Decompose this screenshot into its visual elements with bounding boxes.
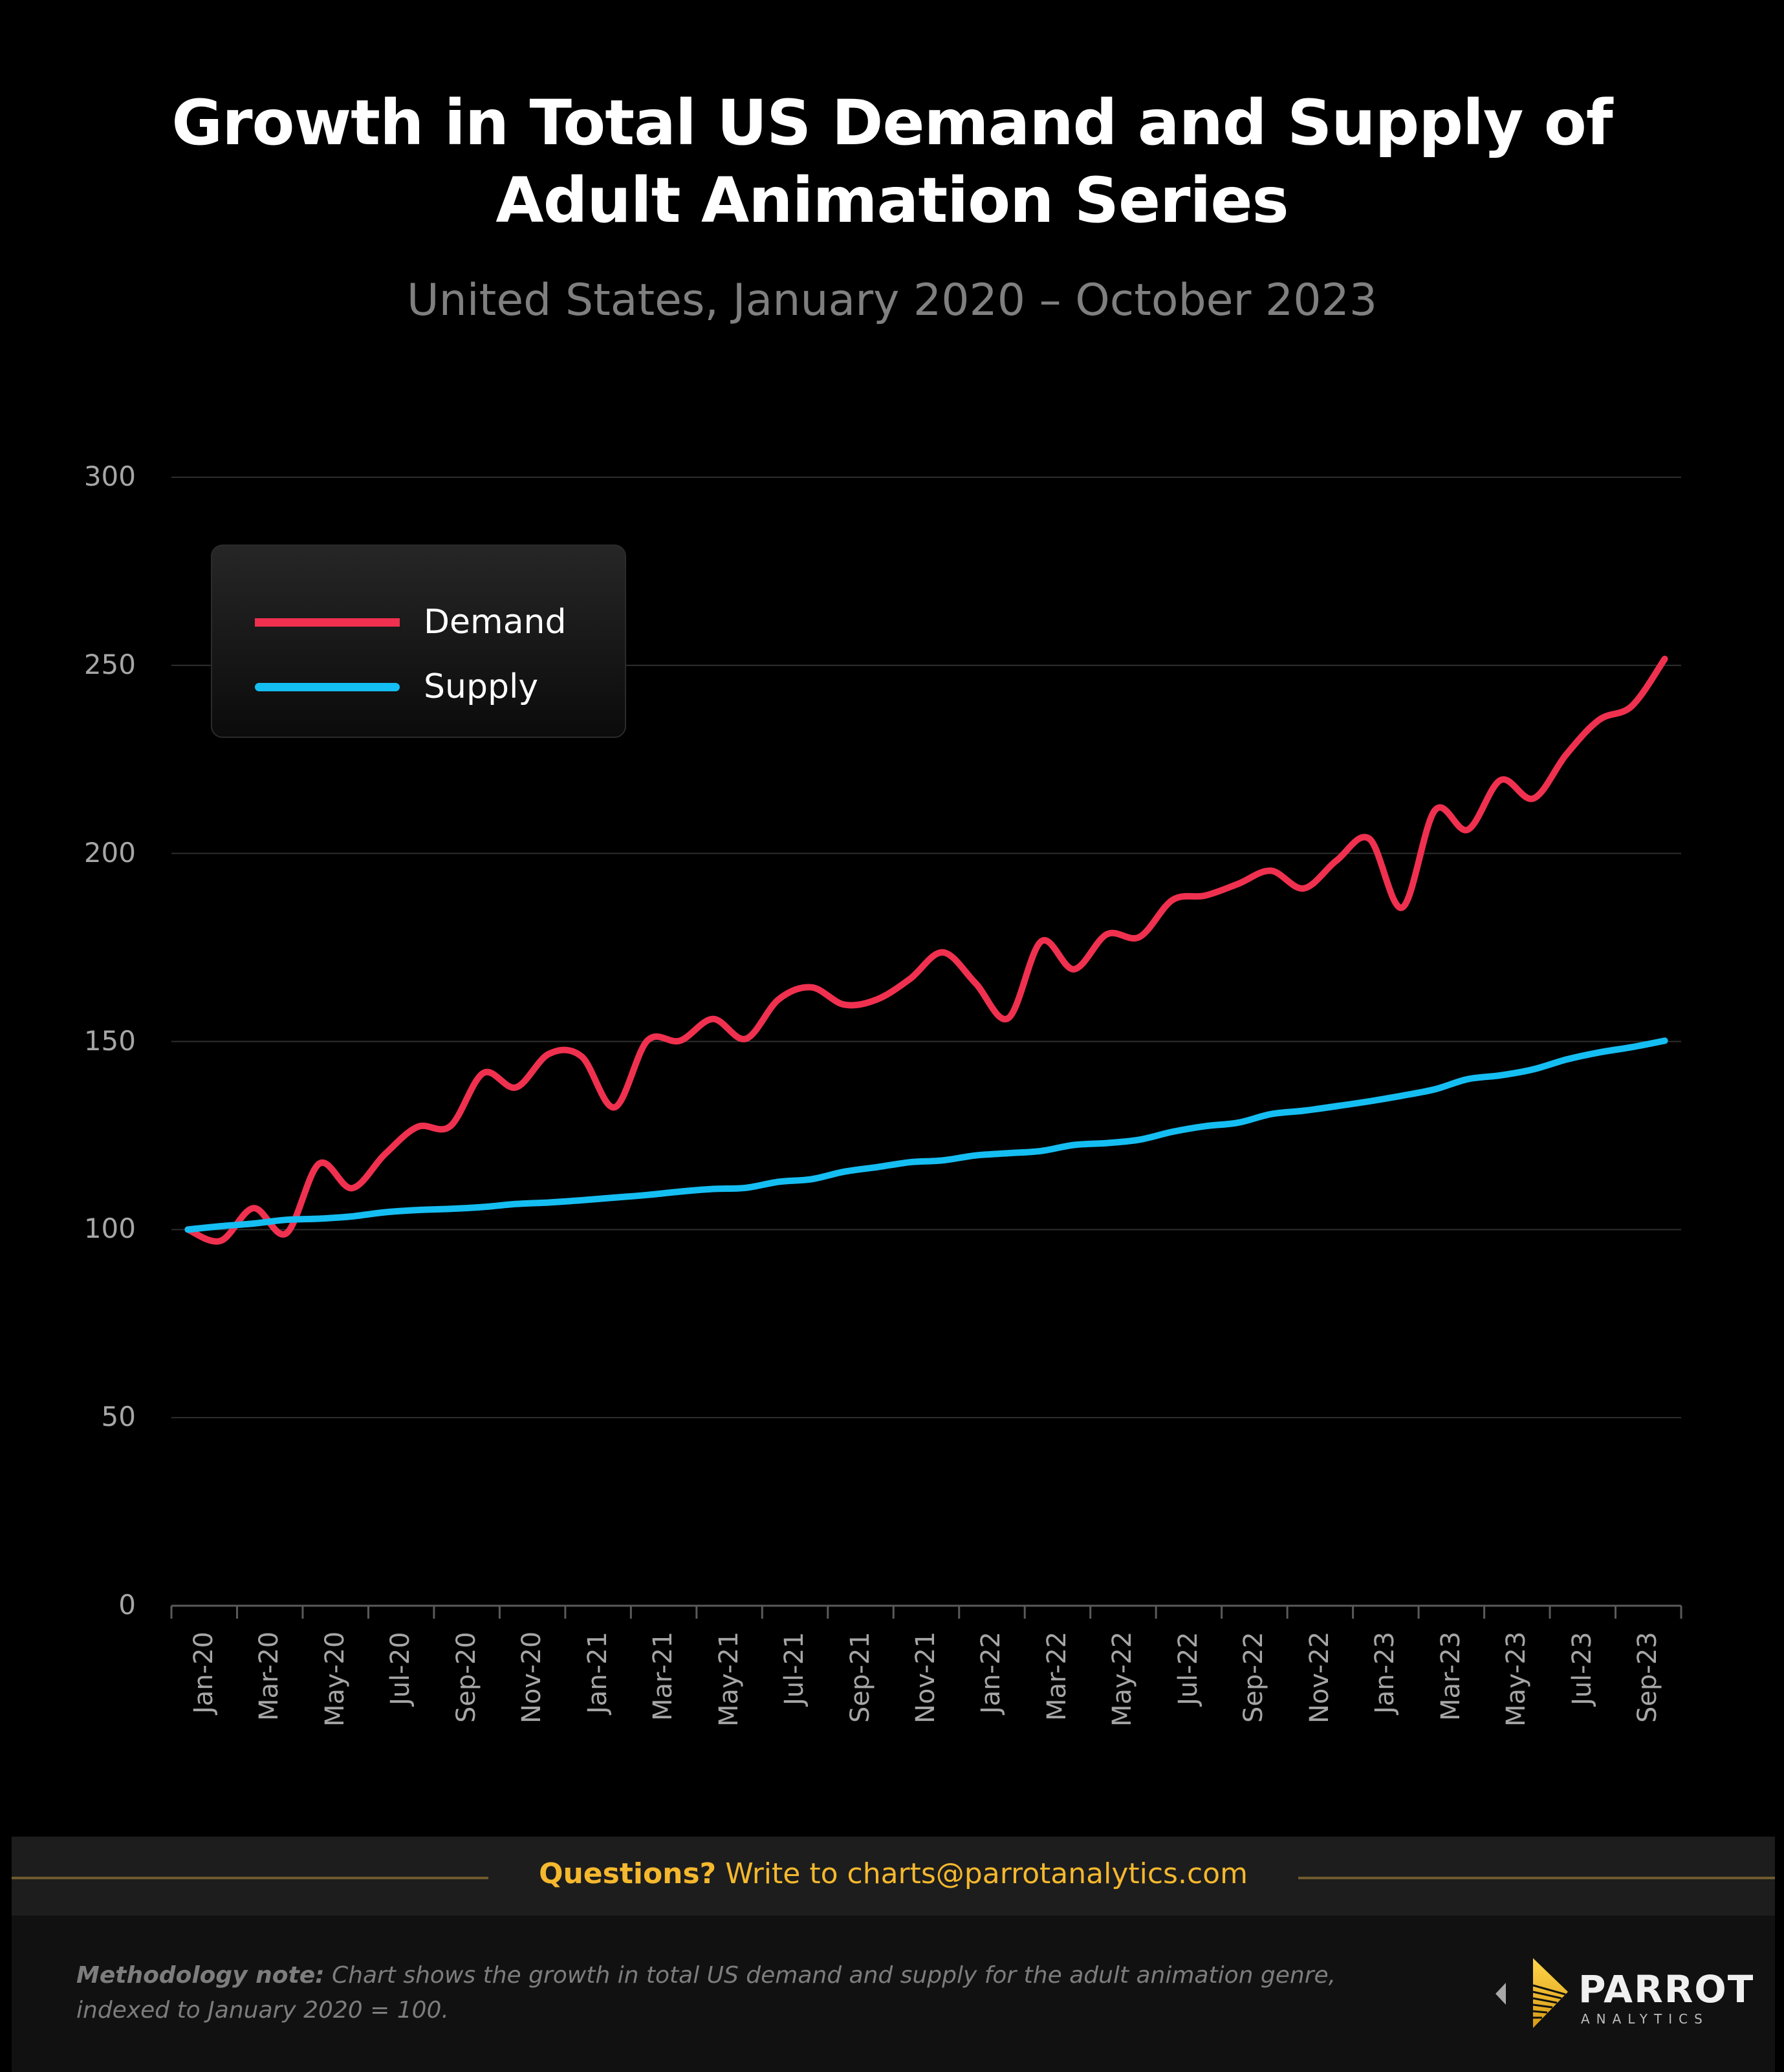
- series-line-demand: [184, 655, 1668, 1245]
- chart-legend: Demand Supply: [211, 545, 626, 738]
- series-lines: [184, 655, 1668, 1245]
- methodology-note: Methodology note: Chart shows the growth…: [76, 1958, 1370, 2028]
- parrot-analytics-logo-icon: [1496, 1958, 1568, 2028]
- x-tick-label: Nov-21: [911, 1631, 941, 1723]
- legend-label-supply: Supply: [424, 667, 539, 706]
- x-tick-label: Jul-20: [386, 1632, 416, 1705]
- methodology-band: Methodology note: Chart shows the growth…: [12, 1916, 1775, 2072]
- methodology-text: Chart shows the growth in total US deman…: [76, 1962, 1336, 2023]
- x-tick-label: May-20: [320, 1631, 350, 1727]
- y-tick-label: 200: [83, 836, 136, 869]
- y-tick-label: 100: [83, 1213, 136, 1245]
- y-tick-label: 150: [83, 1024, 136, 1057]
- legend-item-demand: Demand: [212, 603, 625, 642]
- y-tick-label: 300: [83, 460, 136, 492]
- parrot-analytics-logo: PARROT ANALYTICS: [1490, 1956, 1753, 2033]
- x-tick-label: Jul-22: [1173, 1632, 1203, 1705]
- x-tick-label: Jan-23: [1370, 1632, 1400, 1714]
- questions-contact-link[interactable]: Write to charts@parrotanalytics.com: [716, 1857, 1248, 1890]
- questions-band: Questions? Write to charts@parrotanalyti…: [12, 1837, 1775, 1916]
- gold-divider-left: [12, 1877, 488, 1879]
- questions-text: Questions? Write to charts@parrotanalyti…: [12, 1857, 1775, 1890]
- x-tick-label: Sep-23: [1633, 1632, 1663, 1723]
- chart-subtitle: United States, January 2020 – October 20…: [406, 275, 1378, 326]
- gold-divider-right: [1298, 1877, 1775, 1879]
- y-tick-label: 250: [83, 648, 136, 680]
- y-tick-label: 50: [101, 1401, 136, 1433]
- x-tick-label: May-22: [1107, 1631, 1138, 1727]
- x-tick-label: Jul-23: [1567, 1632, 1597, 1705]
- x-tick-label: Sep-21: [845, 1632, 875, 1723]
- questions-label: Questions?: [539, 1857, 717, 1890]
- x-tick-label: Nov-20: [517, 1631, 547, 1723]
- legend-swatch-supply: [255, 682, 400, 691]
- x-tick-label: Jan-22: [976, 1632, 1006, 1714]
- chart-title-line2: Adult Animation Series: [495, 164, 1289, 237]
- x-tick-label: Jan-20: [188, 1632, 219, 1714]
- logo-subtitle: ANALYTICS: [1581, 2011, 1709, 2027]
- x-tick-label: Jul-21: [779, 1632, 810, 1705]
- logo-wordmark: PARROT: [1578, 1967, 1755, 2011]
- x-axis: [170, 1604, 1682, 1619]
- legend-item-supply: Supply: [212, 667, 625, 706]
- x-tick-label: Mar-23: [1435, 1631, 1466, 1721]
- x-tick-label: Mar-21: [648, 1631, 679, 1721]
- x-tick-label: Mar-22: [1041, 1631, 1072, 1721]
- series-line-supply: [184, 1037, 1668, 1233]
- x-tick-label: May-21: [713, 1631, 744, 1727]
- chart-title: Growth in Total US Demand and Supply of …: [0, 84, 1784, 239]
- x-tick-label: Jan-21: [582, 1632, 613, 1714]
- x-tick-label: Mar-20: [254, 1631, 285, 1721]
- legend-swatch-demand: [255, 618, 400, 627]
- x-tick-label: Nov-22: [1304, 1631, 1334, 1723]
- x-tick-label: Sep-22: [1239, 1632, 1269, 1723]
- y-tick-label: 0: [118, 1589, 136, 1621]
- x-tick-label: May-23: [1501, 1631, 1532, 1727]
- methodology-label: Methodology note:: [76, 1962, 325, 1989]
- legend-label-demand: Demand: [424, 603, 567, 642]
- x-tick-label: Sep-20: [451, 1632, 481, 1723]
- chart-title-line1: Growth in Total US Demand and Supply of: [171, 87, 1613, 159]
- line-chart: [170, 477, 1682, 1619]
